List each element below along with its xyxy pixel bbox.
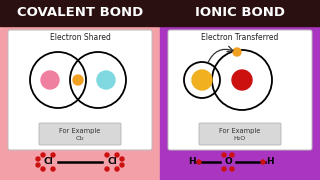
Circle shape <box>36 163 40 167</box>
Circle shape <box>41 167 45 171</box>
Text: COVALENT BOND: COVALENT BOND <box>17 6 143 19</box>
Circle shape <box>120 163 124 167</box>
Circle shape <box>197 160 201 164</box>
Text: O: O <box>224 158 232 166</box>
Circle shape <box>230 153 234 157</box>
Circle shape <box>222 167 226 171</box>
Text: H₂O: H₂O <box>234 136 246 141</box>
Circle shape <box>41 153 45 157</box>
Circle shape <box>51 167 55 171</box>
Circle shape <box>230 167 234 171</box>
Circle shape <box>232 70 252 90</box>
Circle shape <box>222 153 226 157</box>
Text: H: H <box>266 158 274 166</box>
Text: Cl: Cl <box>43 158 53 166</box>
Circle shape <box>120 157 124 161</box>
FancyBboxPatch shape <box>199 123 281 145</box>
FancyBboxPatch shape <box>168 30 312 150</box>
Circle shape <box>51 153 55 157</box>
Bar <box>0 0 160 26</box>
Text: IONIC BOND: IONIC BOND <box>195 6 285 19</box>
Circle shape <box>115 153 119 157</box>
Circle shape <box>73 75 83 85</box>
Text: For Example: For Example <box>219 128 261 134</box>
Circle shape <box>105 153 109 157</box>
Text: H: H <box>188 158 196 166</box>
Circle shape <box>41 71 59 89</box>
Circle shape <box>261 160 265 164</box>
FancyBboxPatch shape <box>39 123 121 145</box>
Bar <box>160 0 320 180</box>
Bar <box>0 0 160 180</box>
FancyBboxPatch shape <box>8 30 152 150</box>
Circle shape <box>97 71 115 89</box>
Text: Electron Transferred: Electron Transferred <box>201 33 279 42</box>
Circle shape <box>192 70 212 90</box>
Circle shape <box>105 167 109 171</box>
Bar <box>160 0 320 26</box>
Circle shape <box>36 157 40 161</box>
Text: Electron Shared: Electron Shared <box>50 33 110 42</box>
Text: Cl: Cl <box>107 158 117 166</box>
Text: Cl₂: Cl₂ <box>76 136 84 141</box>
Circle shape <box>115 167 119 171</box>
Circle shape <box>233 48 241 56</box>
Text: For Example: For Example <box>59 128 101 134</box>
